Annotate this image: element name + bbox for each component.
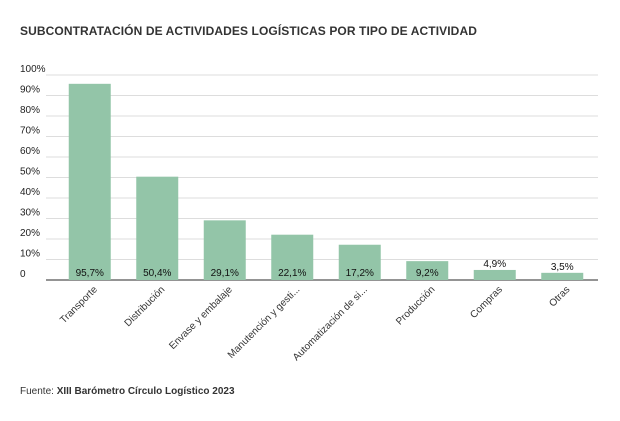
y-tick-label: 0: [20, 269, 26, 280]
y-tick-label: 90%: [20, 85, 40, 96]
category-label: Automatización de si...: [291, 284, 370, 363]
bar-chart: 0 10% 20% 30% 40% 50% 60% 70% 80% 90% 100% 95,7% 50…: [20, 64, 598, 363]
category-label: Transporte: [58, 284, 100, 326]
data-label: 95,7%: [76, 268, 104, 279]
category-label: Producción: [394, 284, 437, 327]
data-label: 22,1%: [278, 268, 306, 279]
y-tick-label: 80%: [20, 105, 40, 116]
bar: [473, 269, 516, 280]
bar: [406, 261, 449, 280]
category-label: Manutención y gesti...: [226, 284, 303, 361]
gridlines: [46, 74, 598, 281]
y-tick-label: 30%: [20, 208, 40, 219]
data-labels: 95,7% 50,4% 29,1% 22,1% 17,2% 9,2% 4,9% 3,5%: [76, 259, 574, 279]
y-axis-ticks: 0 10% 20% 30% 40% 50% 60% 70% 80% 90% 100%: [20, 64, 46, 280]
bar: [541, 272, 584, 280]
bar: [203, 220, 246, 280]
bar: [338, 244, 381, 280]
bar: [136, 176, 179, 280]
data-label: 4,9%: [483, 259, 506, 270]
y-tick-label: 100%: [20, 64, 46, 75]
data-label: 29,1%: [211, 268, 239, 279]
y-tick-label: 20%: [20, 228, 40, 239]
data-label: 9,2%: [416, 268, 439, 279]
source-label: Fuente:: [20, 386, 57, 397]
category-label: Otras: [547, 284, 572, 309]
data-label: 3,5%: [551, 262, 574, 273]
source-note: Fuente: XIII Barómetro Círculo Logístico…: [20, 386, 235, 397]
y-tick-label: 10%: [20, 249, 40, 260]
y-tick-label: 60%: [20, 146, 40, 157]
bar: [271, 234, 314, 280]
source-text: XIII Barómetro Círculo Logístico 2023: [56, 386, 235, 397]
y-tick-label: 40%: [20, 187, 40, 198]
x-axis-categories: Transporte Distribución Envase y embalajeM…: [58, 284, 572, 363]
category-label: Envase y embalaje: [167, 284, 235, 352]
category-label: Compras: [468, 284, 504, 320]
bars: [68, 83, 584, 280]
y-tick-label: 50%: [20, 167, 40, 178]
bar: [68, 83, 111, 280]
y-tick-label: 70%: [20, 126, 40, 137]
chart-title: SUBCONTRATACIÓN DE ACTIVIDADES LOGÍSTICA…: [20, 24, 477, 38]
data-label: 50,4%: [143, 268, 171, 279]
data-label: 17,2%: [346, 268, 374, 279]
category-label: Distribución: [123, 284, 168, 329]
